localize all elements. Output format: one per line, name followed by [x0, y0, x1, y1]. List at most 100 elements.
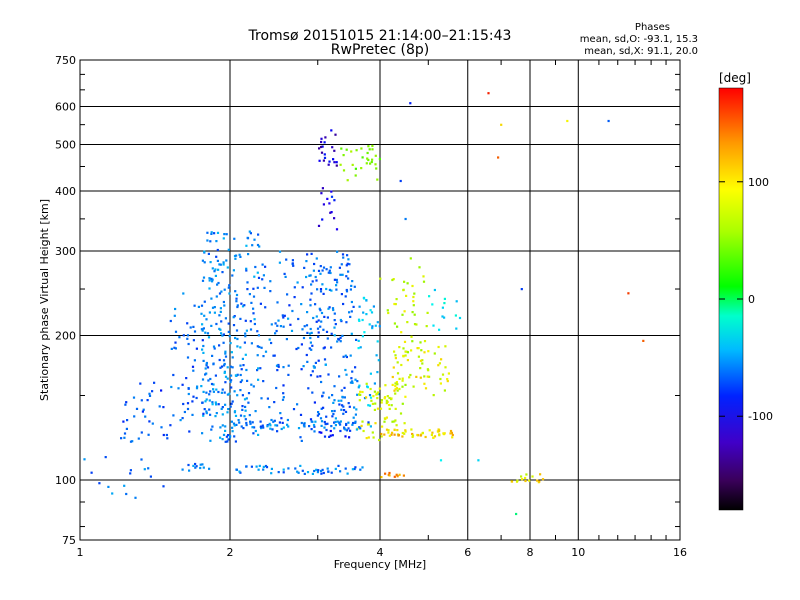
data-point	[363, 297, 366, 300]
data-point	[123, 484, 126, 487]
data-point	[360, 167, 363, 170]
data-point	[336, 420, 339, 423]
data-point	[202, 344, 205, 348]
data-point	[451, 433, 454, 437]
data-point	[394, 407, 397, 410]
data-point	[208, 467, 211, 470]
data-point	[431, 431, 434, 434]
data-point	[217, 281, 220, 285]
data-point	[245, 368, 248, 372]
data-point	[319, 375, 322, 378]
data-point	[229, 365, 232, 368]
data-point	[332, 412, 335, 416]
data-point	[205, 391, 208, 394]
data-point	[227, 438, 230, 441]
data-point	[309, 341, 312, 344]
data-point	[275, 364, 279, 367]
data-point	[442, 432, 445, 435]
data-point	[297, 317, 300, 321]
data-point	[375, 393, 378, 396]
data-point	[170, 385, 173, 389]
data-point	[361, 466, 364, 469]
data-point	[282, 384, 285, 387]
data-point	[318, 147, 321, 150]
data-point	[395, 298, 398, 301]
data-point	[192, 339, 195, 342]
data-point	[374, 422, 377, 425]
data-point	[346, 262, 349, 265]
data-point	[358, 305, 361, 308]
data-point	[312, 269, 315, 272]
data-point	[300, 368, 303, 371]
data-point	[208, 393, 211, 396]
data-point	[212, 345, 216, 348]
data-point	[333, 421, 336, 424]
data-point	[326, 337, 329, 340]
data-point	[203, 250, 206, 253]
data-point	[405, 294, 408, 297]
data-point	[285, 258, 288, 261]
data-point	[406, 359, 409, 362]
data-point	[328, 202, 331, 205]
data-point	[302, 336, 306, 340]
data-point	[142, 408, 145, 411]
data-point	[368, 148, 371, 151]
data-point	[248, 293, 251, 296]
data-point	[431, 303, 434, 306]
data-point	[212, 390, 215, 393]
data-point	[243, 415, 246, 418]
data-point	[160, 426, 163, 429]
data-point	[333, 278, 336, 281]
data-point	[251, 426, 254, 429]
data-point	[316, 471, 319, 474]
data-point	[305, 260, 308, 263]
data-point	[282, 468, 285, 471]
data-point	[320, 469, 323, 473]
data-point	[221, 271, 224, 274]
data-point	[200, 328, 203, 331]
data-point	[402, 474, 405, 477]
data-point	[215, 255, 218, 258]
data-point	[319, 272, 322, 275]
data-point	[192, 325, 195, 328]
data-point	[232, 316, 235, 319]
data-point	[148, 394, 152, 397]
data-point	[126, 419, 129, 422]
data-point	[317, 335, 320, 338]
data-point	[257, 334, 260, 337]
data-point	[327, 470, 330, 473]
data-point	[207, 336, 211, 339]
data-point	[441, 306, 444, 309]
data-point	[300, 303, 303, 306]
data-point	[235, 468, 238, 471]
data-point	[325, 287, 328, 291]
data-point	[271, 428, 274, 431]
data-point	[213, 311, 216, 314]
data-point	[289, 323, 292, 326]
data-point	[406, 321, 409, 324]
data-point	[229, 405, 232, 408]
data-point	[365, 382, 368, 385]
data-point	[380, 476, 383, 479]
data-point	[404, 429, 407, 432]
data-point	[225, 259, 228, 262]
data-point	[236, 345, 239, 348]
data-point	[224, 403, 227, 406]
data-point	[339, 340, 342, 343]
data-point	[279, 325, 282, 328]
data-point	[340, 408, 343, 411]
data-point	[247, 401, 250, 404]
data-point	[219, 307, 222, 310]
data-point	[313, 401, 316, 404]
data-point	[391, 383, 394, 386]
data-point	[355, 338, 358, 341]
data-point	[375, 354, 378, 357]
data-point	[412, 295, 415, 299]
data-point	[146, 399, 149, 402]
data-point	[90, 471, 93, 474]
data-point	[222, 237, 225, 240]
data-point	[123, 436, 126, 439]
data-point	[404, 430, 407, 433]
data-point	[325, 428, 328, 432]
data-point	[201, 378, 205, 381]
